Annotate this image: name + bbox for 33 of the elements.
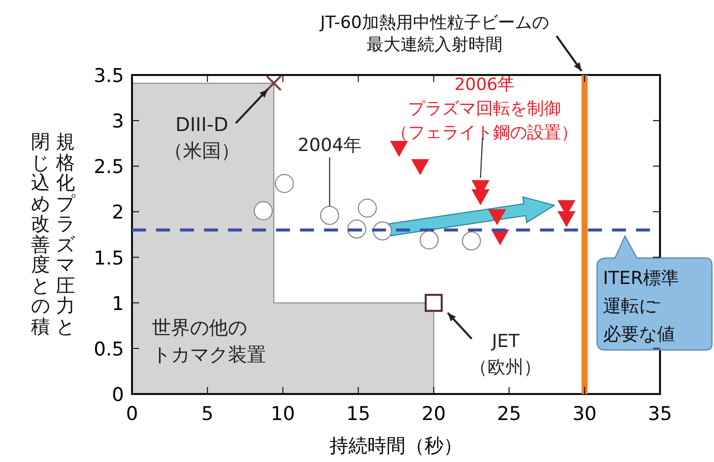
x-tick-label: 5 — [201, 403, 214, 425]
ref-line-label: JT-60加熱用中性粒子ビームの最大連続入射時間 — [319, 13, 549, 56]
point — [254, 201, 273, 220]
annotation: 2004年 — [298, 135, 362, 156]
point — [424, 294, 443, 312]
y-tick-label: 1.5 — [94, 247, 124, 270]
annotation: DIII-D （米国） — [164, 114, 240, 162]
x-tick-label: 0 — [126, 403, 138, 425]
text: 規格化プラズマ圧力と閉じ込め改善度との積 — [31, 131, 75, 338]
y-tick-label: 0 — [112, 384, 124, 406]
annotation: JET （欧州） — [470, 330, 542, 378]
point — [390, 140, 408, 157]
y-tick-label: 2 — [112, 202, 124, 224]
y-tick-label: 3 — [112, 110, 124, 133]
x-tick-label: 35 — [648, 403, 672, 425]
annotation: 世界の他のトカマク装置 — [152, 317, 266, 366]
y-tick-label: 2.5 — [94, 156, 124, 178]
annotation: 2006年プラズマ回転を制御（フェライト鋼の設置） — [390, 74, 578, 143]
x-tick-label: 30 — [572, 403, 597, 425]
point — [411, 159, 430, 176]
x-tick-label: 20 — [422, 403, 446, 425]
x-tick-label: 25 — [497, 403, 522, 425]
x-tick-label: 10 — [270, 403, 295, 425]
ref-line-label: ITER標準運転に必要な値 — [603, 268, 680, 345]
point — [471, 189, 490, 206]
x-tick-label: 15 — [346, 403, 370, 425]
y-tick-label: 1 — [112, 292, 124, 315]
x-axis-title: 持続時間（秒） — [330, 435, 462, 457]
y-tick-label: 3.5 — [94, 65, 124, 87]
y-tick-label: 0.5 — [94, 338, 124, 360]
point — [266, 75, 282, 92]
point — [488, 209, 506, 226]
point — [557, 211, 576, 228]
